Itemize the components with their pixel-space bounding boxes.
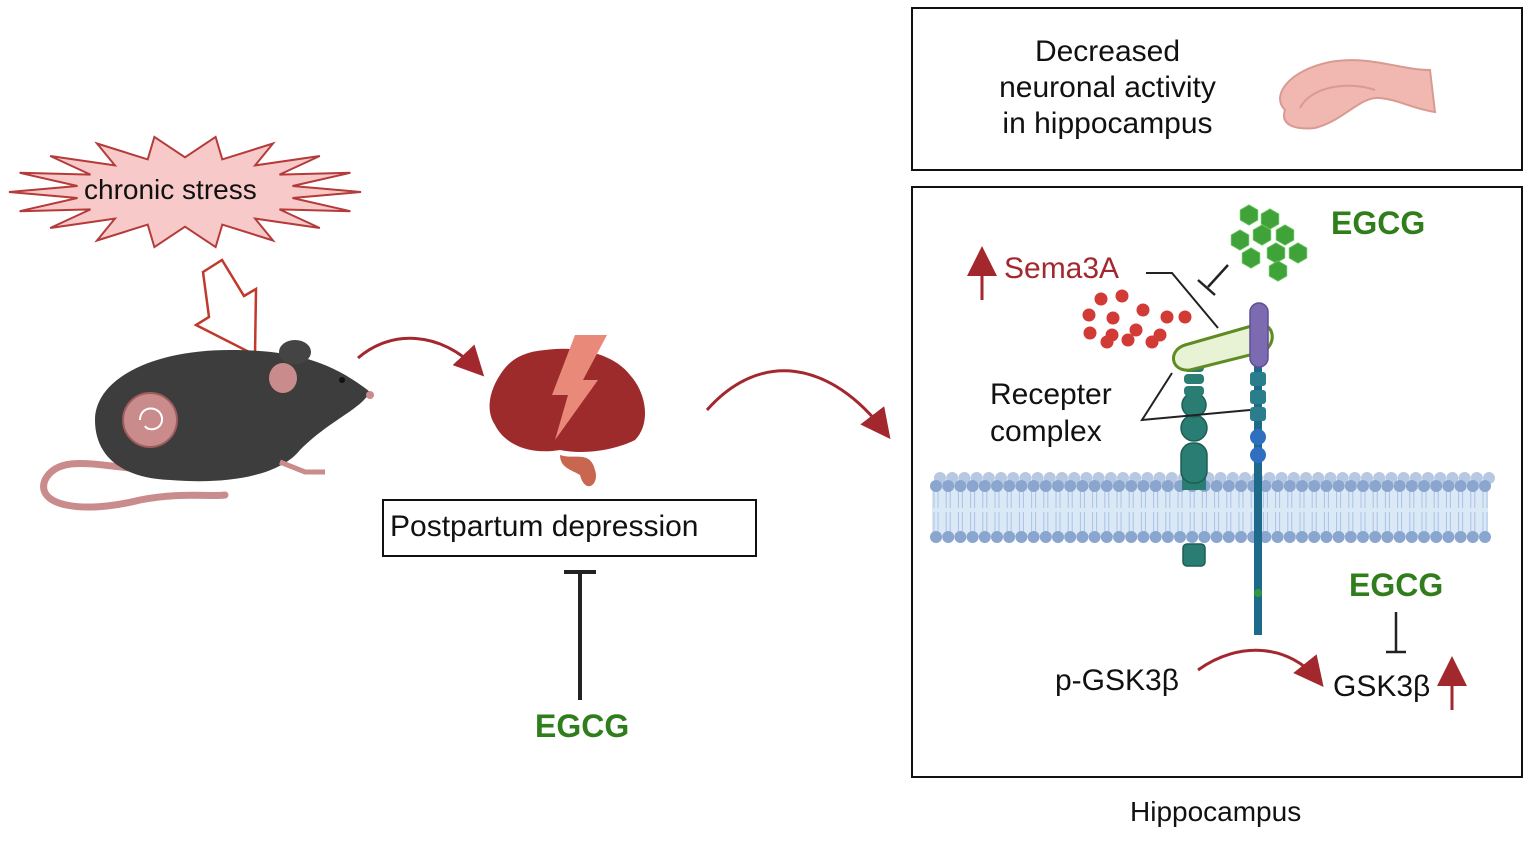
egcg-hexagon (1268, 260, 1288, 282)
egcg-hexagon (1230, 229, 1250, 251)
arrow-pgsk-to-gsk (1197, 648, 1324, 688)
sema3a-label: Sema3A (1004, 252, 1120, 285)
sema3a-molecules (1082, 289, 1192, 349)
arrow-to-mechanism (705, 369, 891, 440)
sema3a-dot (1129, 323, 1143, 337)
outcome-text: Decreased neuronal activity in hippocamp… (960, 34, 1255, 142)
egcg-hexagon (1275, 224, 1295, 246)
receptor-pointer (1140, 372, 1251, 422)
gsk3b-label: GSK3β (1333, 670, 1431, 703)
egcg-hexagon (1288, 242, 1308, 264)
mouse-illustration (40, 340, 374, 511)
egcg-hexagon (1239, 204, 1259, 226)
sema3a-dot (1106, 311, 1120, 325)
sema3a-dot (1160, 310, 1174, 324)
sema3a-pointer (1146, 272, 1219, 329)
postpartum-depression-box (382, 499, 757, 557)
sema3a-dot (1083, 326, 1097, 340)
stress-starburst (8, 135, 362, 249)
hippocampus-icon (1279, 59, 1437, 130)
sema3a-dot (1178, 310, 1192, 324)
egcg-inhibit-bar (1197, 279, 1216, 296)
egcg-hexagon (1241, 247, 1261, 269)
sema3a-dot (1136, 303, 1150, 317)
receptor-complex (1172, 302, 1274, 635)
cell-membrane (930, 472, 1495, 543)
outcome-line: in hippocampus (1002, 107, 1213, 140)
disease-label: Postpartum depression (390, 510, 699, 543)
outcome-line: Decreased (1034, 35, 1181, 68)
egcg-inhibit-line (1207, 264, 1229, 288)
egcg-treatment-label: EGCG (535, 708, 630, 744)
sema3a-dot (1094, 292, 1108, 306)
p-gsk3b-label: p-GSK3β (1055, 664, 1179, 697)
egcg-hexagon (1260, 208, 1280, 230)
outcome-line: neuronal activity (999, 71, 1216, 104)
sema3a-dot (1121, 333, 1135, 347)
egcg-top-label: EGCG (1331, 205, 1426, 241)
sema3a-dot (1145, 335, 1159, 349)
stress-label: chronic stress (84, 174, 257, 205)
egcg-hexagon (1266, 242, 1286, 264)
egcg-molecules (1230, 204, 1308, 282)
sema3a-dot (1115, 289, 1129, 303)
receptor-label: Recepter complex (990, 376, 1112, 450)
arrow-mouse-to-brain (357, 336, 485, 377)
receptor-line: complex (990, 415, 1102, 448)
receptor-line: Recepter (990, 378, 1112, 411)
hippocampus-caption: Hippocampus (1130, 796, 1302, 827)
sema3a-dot (1082, 308, 1096, 322)
sema3a-dot (1100, 335, 1114, 349)
egcg-hexagon (1252, 224, 1272, 246)
brain-icon (489, 335, 646, 487)
hollow-down-arrow (193, 258, 258, 358)
egcg-bottom-label: EGCG (1349, 567, 1444, 603)
